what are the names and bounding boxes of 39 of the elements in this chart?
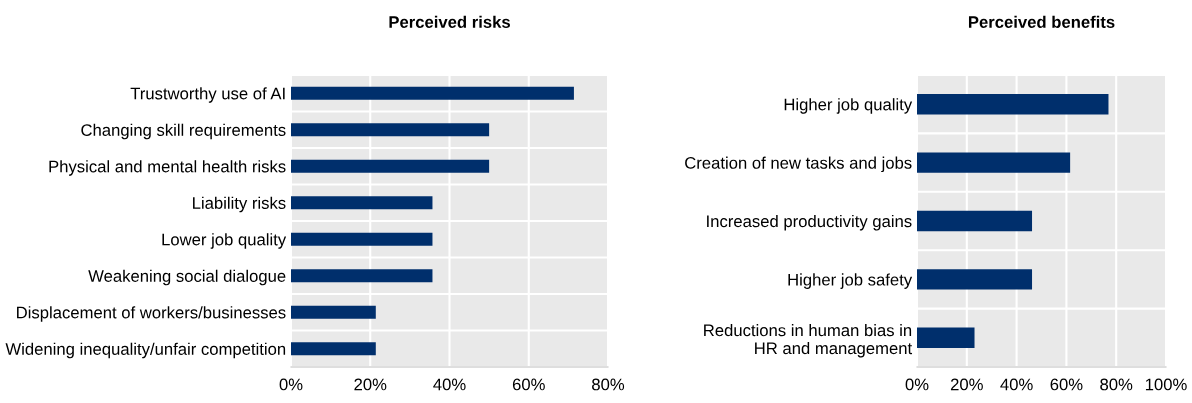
x-tick-label: 20% bbox=[354, 378, 387, 391]
y-tick-label: Widening inequality/unfair competition bbox=[5, 342, 286, 359]
y-tick-label: Weakening social dialogue bbox=[88, 269, 286, 286]
x-tick-label: 40% bbox=[1000, 378, 1033, 391]
bar bbox=[291, 232, 433, 246]
x-tick-label: 40% bbox=[433, 378, 466, 391]
bar bbox=[291, 159, 490, 173]
bar bbox=[917, 152, 1071, 173]
x-tick-label: 60% bbox=[512, 378, 545, 391]
x-tick-label: 80% bbox=[1100, 378, 1133, 391]
bar bbox=[917, 93, 1109, 115]
bar bbox=[291, 269, 433, 283]
y-tick-label: Trustworthy use of AI bbox=[130, 87, 285, 103]
y-tick-label: Liability risks bbox=[193, 196, 286, 213]
bar bbox=[291, 196, 433, 210]
bar bbox=[291, 305, 376, 319]
y-tick-label: Higher job safety bbox=[788, 273, 913, 289]
bar bbox=[291, 342, 376, 356]
y-tick-label: Creation of new tasks and jobs bbox=[685, 156, 912, 173]
bar bbox=[291, 86, 574, 100]
bar bbox=[917, 210, 1033, 232]
x-tick-label: 100% bbox=[1145, 378, 1187, 391]
bar bbox=[917, 269, 1033, 290]
chart-title: Perceived benefits bbox=[968, 15, 1115, 28]
chart-title: Perceived risks bbox=[389, 15, 510, 28]
x-tick-label: 60% bbox=[1050, 378, 1083, 391]
bar bbox=[917, 327, 975, 349]
y-tick-label: Displacement of workers/businesses bbox=[17, 306, 286, 322]
y-tick-label: Reductions in human bias in HR and management bbox=[704, 323, 913, 358]
x-tick-label: 80% bbox=[592, 378, 625, 391]
bar bbox=[291, 123, 490, 137]
y-tick-label: Changing skill requirements bbox=[81, 123, 286, 140]
y-tick-label: Higher job quality bbox=[784, 98, 913, 114]
y-tick-label: Physical and mental health risks bbox=[49, 160, 286, 176]
y-tick-label: Lower job quality bbox=[162, 233, 287, 249]
y-tick-label: Increased productivity gains bbox=[707, 214, 912, 231]
x-tick-label: 20% bbox=[950, 378, 983, 391]
x-tick-label: 0% bbox=[279, 378, 303, 391]
x-tick-label: 0% bbox=[905, 378, 929, 391]
